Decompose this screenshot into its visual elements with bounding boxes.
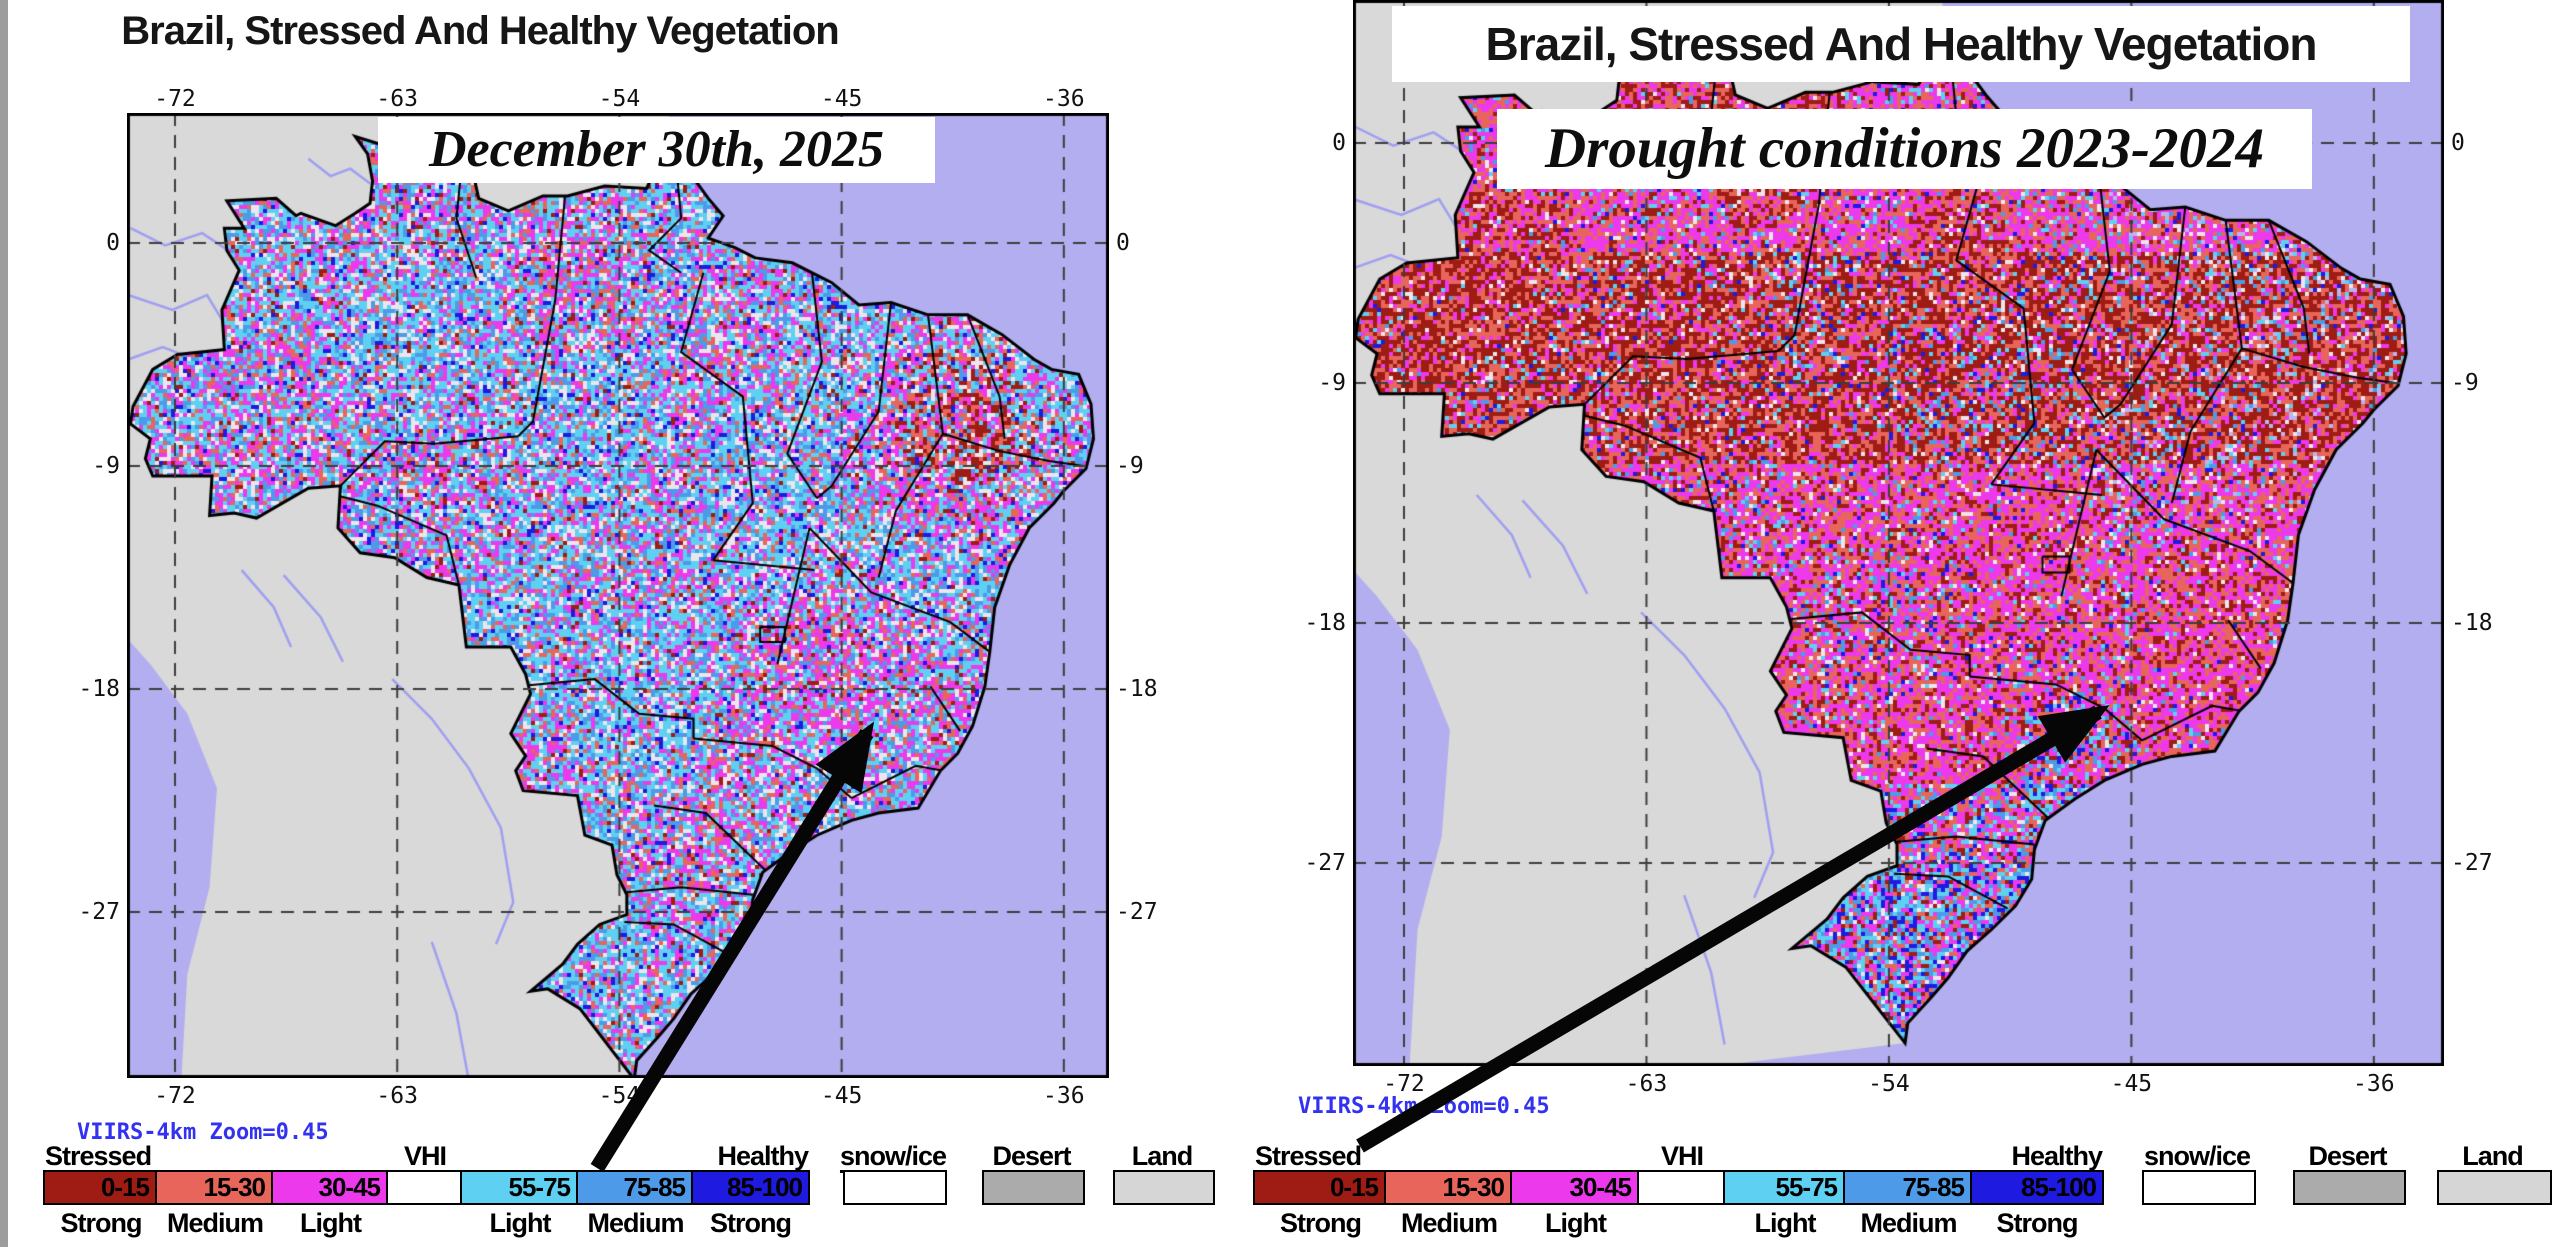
axis-tick: -9 [2451,370,2479,397]
stressed-label: Stressed [45,1141,152,1173]
right-source-note: VIIRS-4km Zoom=0.45 [1298,1094,1550,1119]
legend-cell-75-85: 75-85 [1845,1172,1972,1203]
axis-tick: -27 [1304,850,1346,877]
strength-label: Medium [1400,1208,1498,1238]
desert-swatch [982,1170,1085,1205]
axis-tick: -54 [598,1083,641,1109]
axis-tick: -72 [1383,1071,1425,1097]
axis-tick: -72 [154,86,196,112]
land-swatch [2437,1170,2552,1205]
axis-tick: -36 [2353,1071,2395,1097]
legend-cell-75-85: 75-85 [578,1172,693,1203]
right-map-title: Brazil, Stressed And Healthy Vegetation [1485,18,2318,70]
axis-tick: -27 [78,899,120,926]
desert-label: Desert [992,1141,1072,1173]
legend-cell-0-15: 0-15 [45,1172,157,1203]
legend-cell-30-45: 30-45 [1512,1172,1639,1203]
land-label: Land [1131,1141,1193,1173]
axis-tick: -18 [1116,676,1158,703]
legend-cell-85-100: 85-100 [693,1172,808,1203]
land-swatch [1113,1170,1215,1205]
axis-tick: -63 [1625,1071,1668,1097]
snow-ice-label: snow/ice [839,1141,947,1173]
legend-cell-0-15: 0-15 [1255,1172,1386,1203]
strength-label: Light [1545,1208,1607,1238]
legend-cell-15-30: 15-30 [1386,1172,1512,1203]
strength-label: Strong [1996,1208,2079,1238]
axis-tick: -18 [78,676,120,703]
axis-tick: -72 [154,1083,196,1109]
stressed-label: Stressed [1255,1141,1362,1173]
vhi-colorbar: 0-15 15-30 30-45 55-75 75-85 85-100 [43,1170,810,1205]
axis-tick: -45 [820,86,863,112]
right-map-title-box [1392,6,2410,82]
land-label: Land [2462,1141,2524,1173]
axis-tick: -36 [1043,86,1085,112]
axis-tick: -45 [820,1083,863,1109]
legend-cell-85-100: 85-100 [1972,1172,2102,1203]
left-map-subtitle: December 30th, 2025 [378,117,935,183]
axis-tick: -9 [1318,370,1346,397]
vhi-colorbar: 0-15 15-30 30-45 55-75 75-85 85-100 [1253,1170,2104,1205]
strength-label: Medium [1860,1208,1957,1238]
axis-tick: 0 [2451,130,2465,156]
strength-label: Light [300,1208,362,1238]
axis-tick: 0 [1116,230,1130,256]
vhi-label: VHI [1660,1141,1704,1173]
desert-label: Desert [2308,1141,2388,1173]
strength-label: Medium [166,1208,264,1238]
axis-tick: -63 [376,1083,418,1109]
legend-cell-blank [1639,1172,1725,1203]
axis-tick: -63 [376,86,418,112]
axis-tick: 0 [106,230,120,256]
strength-label: Strong [1280,1208,1362,1238]
strength-label: Light [489,1208,552,1238]
legend-cell-blank [388,1172,462,1203]
vhi-label: VHI [403,1141,447,1173]
strength-label: Strong [710,1208,792,1238]
left-map-canvas [127,113,1109,1078]
right-map-subtitle: Drought conditions 2023-2024 [1497,109,2312,189]
desert-swatch [2293,1170,2406,1205]
strength-label: Medium [587,1208,684,1238]
axis-tick: -9 [92,453,120,480]
axis-tick: -9 [1116,453,1144,480]
axis-tick: -36 [1043,1083,1085,1109]
strength-label: Strong [60,1208,143,1238]
legend-cell-30-45: 30-45 [273,1172,388,1203]
legend-cell-15-30: 15-30 [157,1172,273,1203]
snow-ice-label: snow/ice [2143,1141,2251,1173]
left-map-title: Brazil, Stressed And Healthy Vegetation [121,9,840,53]
healthy-label: Healthy [2011,1141,2103,1173]
axis-tick: -18 [1304,610,1346,637]
axis-tick: -54 [598,86,641,112]
window-edge-strip [0,0,8,1247]
axis-tick: -27 [1116,899,1158,926]
axis-tick: -54 [1868,1071,1910,1097]
snow-ice-swatch [843,1170,947,1205]
legend-cell-55-75: 55-75 [462,1172,578,1203]
axis-tick: 0 [1332,130,1346,156]
axis-tick: -27 [2451,850,2493,877]
legend-cell-55-75: 55-75 [1725,1172,1845,1203]
axis-tick: -45 [2110,1071,2153,1097]
left-source-note: VIIRS-4km Zoom=0.45 [77,1120,329,1145]
healthy-label: Healthy [717,1141,809,1173]
strength-label: Light [1754,1208,1817,1238]
axis-tick: -18 [2451,610,2493,637]
snow-ice-swatch [2142,1170,2256,1205]
